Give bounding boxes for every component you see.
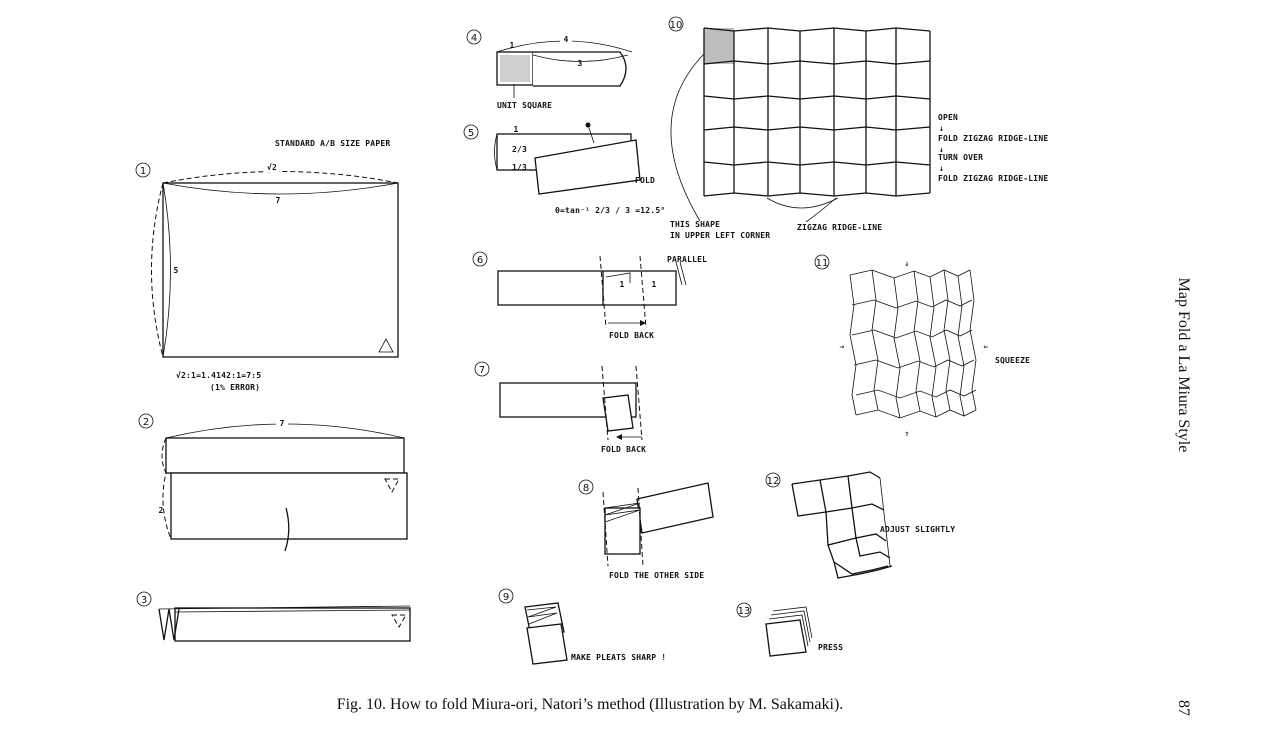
step-11-squeeze: SQUEEZE — [995, 356, 1030, 365]
step-5-number: 5 — [468, 128, 474, 139]
step-13-pressed-stack — [765, 619, 807, 657]
squeeze-arrow-top-icon: ⇓ — [904, 259, 909, 268]
step-3-strip — [174, 607, 411, 642]
step-1-top-label: √2 — [267, 163, 277, 172]
step-12: 12 ADJUST SLIGHTLY — [765, 471, 955, 579]
step-1-error: (1% ERROR) — [210, 383, 260, 392]
step-8-strip — [636, 482, 714, 534]
step-13-number: 13 — [738, 606, 751, 617]
step-9-pleats: MAKE PLEATS SHARP ! — [571, 653, 666, 662]
step-8-number: 8 — [583, 483, 589, 494]
squeeze-arrow-left-icon: ⇒ — [839, 342, 844, 351]
upper-left-shape-marker — [704, 28, 734, 64]
step-1-header: STANDARD A/B SIZE PAPER — [275, 139, 390, 148]
step-5-formula: θ=tan⁻¹ 2/3 / 3 =12.5° — [555, 206, 665, 215]
step-4-one-label: 1 — [509, 41, 514, 50]
step-1-width-label: 7 — [275, 196, 280, 205]
step-4-four-label: 4 — [563, 35, 568, 44]
step-10-fold-zigzag-1: FOLD ZIGZAG RIDGE-LINE — [938, 134, 1048, 143]
step-9: 9 MAKE PLEATS SHARP ! — [498, 588, 666, 665]
step-8: 8 FOLD THE OTHER SIDE — [578, 479, 714, 580]
step-10-fold-zigzag-2: FOLD ZIGZAG RIDGE-LINE — [938, 174, 1048, 183]
step-6-number: 6 — [477, 255, 483, 266]
arrow-left-icon — [616, 434, 622, 440]
step-1-ratio: √2:1=1.4142:1=7:5 — [176, 371, 261, 380]
step-4-unit-label: UNIT SQUARE — [497, 101, 552, 110]
step-3: 3 — [136, 591, 411, 642]
step-2-width-label: 7 — [279, 419, 284, 428]
step-10-number: 10 — [670, 20, 683, 31]
step-5-folded-flap — [534, 139, 641, 195]
step-5-two-thirds: 2/3 — [512, 145, 527, 154]
step-1-number: 1 — [140, 166, 146, 177]
step-6-one-label-a: 1 — [619, 280, 624, 289]
step-2-number: 2 — [143, 417, 149, 428]
step-10-zigzag: ZIGZAG RIDGE-LINE — [797, 223, 882, 232]
step-7-folded-flap — [602, 394, 634, 432]
step-4-strip — [533, 51, 627, 87]
squeeze-arrow-right-icon: ⇐ — [983, 342, 988, 351]
arrow-down-icon-3: ↓ — [939, 164, 944, 173]
step-5-one-third: 1/3 — [512, 163, 527, 172]
step-10: 10 OPEN ↓ FOLD ZIGZAG RIDGE-LINE ↓ TURN … — [668, 16, 1048, 240]
step-7: 7 FOLD BACK — [474, 361, 646, 454]
step-10-turn-over: TURN OVER — [938, 153, 983, 162]
arrow-down-icon: ↓ — [939, 124, 944, 133]
arrow-right-icon — [640, 320, 646, 326]
step-1: 1 STANDARD A/B SIZE PAPER √2 7 5 √2:1=1.… — [135, 139, 399, 392]
page-number: 87 — [1175, 700, 1192, 716]
step-12-number: 12 — [767, 476, 780, 487]
step-4: 4 4 1 3 UNIT SQUARE — [466, 29, 633, 110]
step-5-one-label: 1 — [513, 125, 518, 134]
step-9-folded-block — [526, 623, 568, 665]
step-11: 11 ⇓ ⇑ ⇒ ⇐ SQUEEZE — [814, 254, 1030, 438]
squeezed-grid — [849, 269, 977, 419]
step-5: 5 1 2/3 1/3 FOLD θ=tan⁻¹ 2/3 / 3 =12.5° — [463, 122, 665, 215]
step-2-triangle-icon — [384, 478, 400, 494]
step-2: 2 7 2 — [138, 413, 408, 552]
arrow-down-icon-2: ↓ — [939, 145, 944, 154]
step-2-height-label: 2 — [158, 506, 163, 515]
step-1-diagonal-arc — [162, 171, 399, 184]
step-9-number: 9 — [503, 592, 509, 603]
step-13-press: PRESS — [818, 643, 843, 652]
step-10-this-shape: THIS SHAPE — [670, 220, 720, 229]
step-5-fold-label: FOLD — [635, 176, 655, 185]
running-title: Map Fold a La Miura Style — [1175, 277, 1192, 453]
step-1-height-label: 5 — [173, 266, 178, 275]
step-4-number: 4 — [471, 33, 477, 44]
step-2-fold-curve — [284, 507, 290, 552]
step-10-upper-left: IN UPPER LEFT CORNER — [670, 231, 770, 240]
step-8-fold-other: FOLD THE OTHER SIDE — [609, 571, 704, 580]
step-12-adjust: ADJUST SLIGHTLY — [880, 525, 955, 534]
step-10-pointer-curve — [670, 53, 705, 222]
step-1-circle — [135, 162, 151, 178]
squeeze-arrow-bottom-icon: ⇑ — [904, 429, 909, 438]
miura-grid — [703, 27, 931, 197]
step-1-dashed-left-arc — [151, 182, 164, 358]
step-2-back-layer — [165, 437, 405, 474]
step-13: 13 PRESS — [736, 602, 843, 657]
unit-square-texture — [500, 55, 530, 82]
step-1-height-arc — [162, 182, 171, 358]
step-3-number: 3 — [141, 595, 147, 606]
step-6-parallel: PARALLEL — [667, 255, 707, 264]
step-10-open: OPEN — [938, 113, 958, 122]
step-1-width-arc — [162, 182, 399, 195]
step-3-triangle-icon — [391, 614, 407, 628]
step-6-one-label-b: 1 — [651, 280, 656, 289]
step-11-number: 11 — [816, 258, 829, 269]
triangle-mark-icon — [378, 338, 394, 353]
step-6-fold-back: FOLD BACK — [609, 331, 654, 340]
step-4-three-label: 3 — [577, 59, 582, 68]
step-6: 6 1 1 PARALLEL FOLD BACK — [472, 251, 707, 340]
figure-caption: Fig. 10. How to fold Miura-ori, Natori’s… — [336, 696, 844, 713]
step-7-fold-back: FOLD BACK — [601, 445, 646, 454]
step-8-folded-stack — [604, 507, 641, 555]
step-6-strip — [497, 270, 677, 306]
step-1-paper — [162, 182, 399, 358]
step-7-number: 7 — [479, 365, 485, 376]
